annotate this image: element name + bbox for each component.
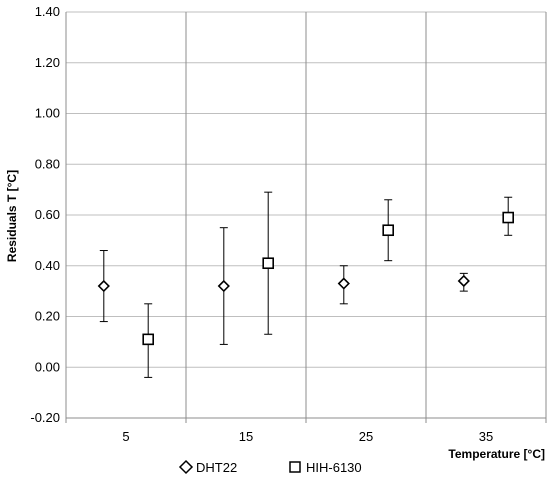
y-tick-label: 0.60 xyxy=(35,207,60,222)
data-markers xyxy=(97,211,515,346)
y-tick-labels: 1.40 1.20 1.00 0.80 0.60 0.40 0.20 0.00 -0.20 xyxy=(30,4,60,425)
hih6130-point xyxy=(382,224,395,237)
dht22-point xyxy=(97,279,110,293)
legend: DHT22 HIH-6130 xyxy=(178,459,362,475)
hih6130-point xyxy=(142,333,154,346)
y-tick-label: 0.00 xyxy=(35,359,60,374)
y-tick-label: 1.20 xyxy=(35,55,60,70)
y-axis-title: Residuals T [°C] xyxy=(5,170,19,262)
legend-marker-hih6130 xyxy=(289,461,301,473)
x-tick-label: 15 xyxy=(239,429,253,444)
y-tick-label: -0.20 xyxy=(30,410,60,425)
legend-label-hih6130: HIH-6130 xyxy=(306,460,362,475)
x-tick-label: 25 xyxy=(359,429,373,444)
axes xyxy=(65,12,547,423)
legend-label-dht22: DHT22 xyxy=(196,460,237,475)
dht22-point xyxy=(217,279,230,293)
x-tick-labels: 5 15 25 35 xyxy=(122,429,493,444)
y-tick-label: 0.80 xyxy=(35,156,60,171)
x-tick-label: 35 xyxy=(479,429,493,444)
y-tick-label: 1.40 xyxy=(35,4,60,19)
hih6130-point xyxy=(502,211,515,224)
x-axis-title: Temperature [°C] xyxy=(448,447,545,461)
y-tick-label: 0.20 xyxy=(35,309,60,324)
dht22-point xyxy=(457,274,470,288)
hih6130-point xyxy=(262,257,275,270)
x-tick-label: 5 xyxy=(122,429,129,444)
dht22-point xyxy=(337,277,350,290)
y-tick-label: 1.00 xyxy=(35,106,60,121)
y-tick-label: 0.40 xyxy=(35,258,60,273)
legend-marker-dht22 xyxy=(178,459,194,475)
grid xyxy=(66,11,546,419)
